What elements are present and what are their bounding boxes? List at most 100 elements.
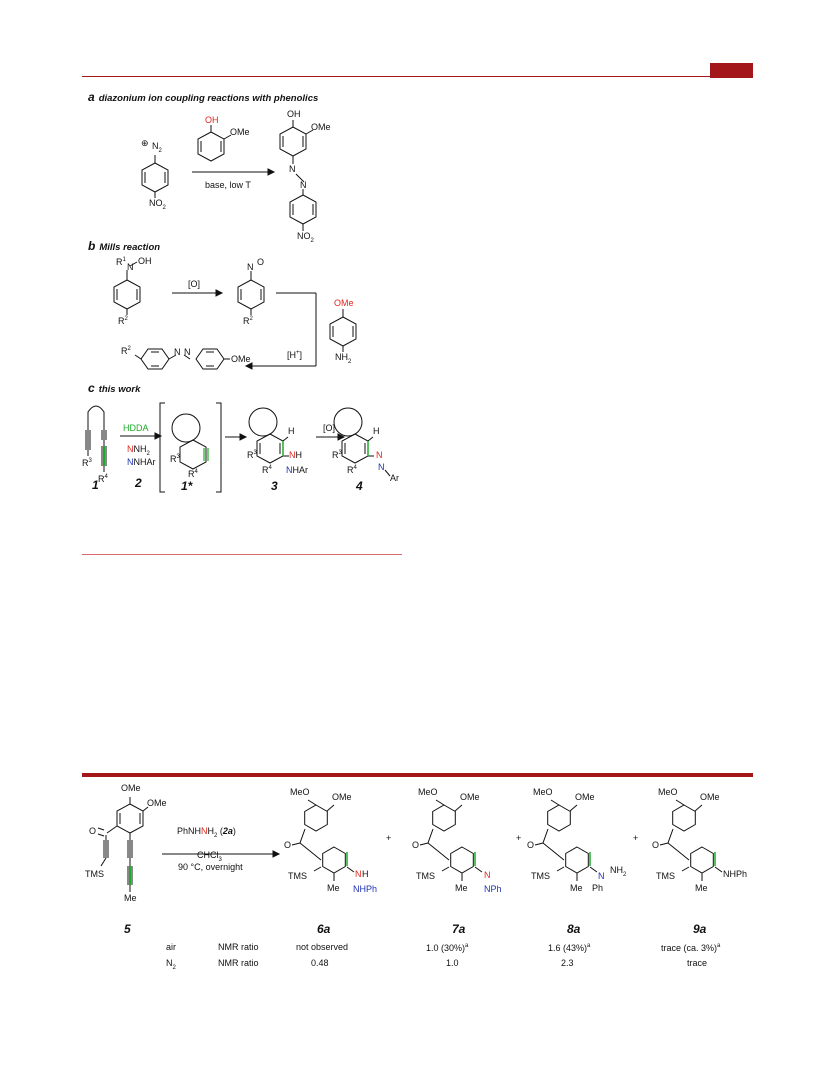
- aryne-r3: R3: [170, 454, 180, 464]
- product-6a-tms-bond: [313, 866, 322, 872]
- product-carbonyl-o: O: [527, 840, 535, 850]
- product-6a-nhph: NHPh: [353, 884, 378, 894]
- hydroxylamine-n: N: [127, 262, 134, 272]
- product-tms: TMS: [288, 871, 307, 881]
- compound-9a-label: 9a: [693, 922, 707, 936]
- hydrazine-nhar: NNHAr: [127, 457, 156, 467]
- value-7a: 1.0: [446, 958, 459, 968]
- product-ome: OMe: [700, 792, 720, 802]
- product-4-n1: N: [376, 450, 383, 460]
- header-accent-tab: [710, 63, 753, 78]
- product-9a-nhph: NHPh: [723, 869, 748, 879]
- value-8a: 1.6 (43%)a: [548, 943, 591, 953]
- product-8a-ome-bond-2: [569, 804, 578, 812]
- product-7a-nph: NPh: [484, 884, 502, 894]
- product-3-h: H: [288, 426, 295, 436]
- value-6a: 0.48: [311, 958, 329, 968]
- scheme-reagent: PhNHNH2 (2a): [177, 826, 236, 839]
- azo-product-r2: R2: [121, 346, 131, 356]
- row-metric: NMR ratio: [218, 942, 259, 952]
- product-9a-five-ring: [667, 828, 690, 861]
- compound-4-label: 4: [356, 479, 363, 493]
- product-7a-bottom-ring: [450, 846, 474, 874]
- value-9a: trace (ca. 3%)a: [661, 943, 721, 953]
- product-tms: TMS: [531, 871, 550, 881]
- compound-6a-label: 6a: [317, 922, 331, 936]
- product-6a-n-bond: [346, 866, 355, 873]
- plus-sign-1: +: [386, 833, 392, 843]
- product-6a-five-ring: [299, 828, 322, 861]
- product-meo: MeO: [418, 787, 438, 797]
- product-ome: OMe: [332, 792, 352, 802]
- oxidant-c: [O]: [323, 423, 336, 433]
- nitroso-o: O: [257, 257, 265, 267]
- product-a-ome: OMe: [311, 122, 331, 132]
- product-meo: MeO: [533, 787, 553, 797]
- panel-b-label: b Mills reaction: [88, 239, 161, 253]
- product-a-oh: OH: [287, 109, 301, 119]
- panel-a-label: a diazonium ion coupling reactions with p…: [88, 90, 319, 104]
- value-8a: 2.3: [561, 958, 574, 968]
- product-4-r3: R3: [332, 450, 342, 460]
- product-7a-tms-bond: [441, 866, 450, 872]
- product-9a-ome-bond-2: [694, 804, 703, 812]
- product-8a-carbonyl: [534, 842, 544, 846]
- hydroxylamine-r1: R1: [116, 257, 126, 267]
- product-carbonyl-o: O: [412, 840, 420, 850]
- product-meo: MeO: [290, 787, 310, 797]
- product-8a-tms-bond: [556, 866, 565, 872]
- product-9a-n-bond: [714, 866, 723, 873]
- product-meo: MeO: [658, 787, 678, 797]
- product-9a-ome-bond-1: [675, 799, 685, 806]
- compound-2-label: 2: [135, 476, 142, 490]
- product-7a-top-ring: [432, 804, 456, 832]
- aryne-r4: R4: [188, 469, 198, 479]
- header-rule: [82, 76, 753, 78]
- product-6a-bottom-ring: [322, 846, 346, 874]
- product-tms: TMS: [656, 871, 675, 881]
- product-6a-top-ring: [304, 804, 328, 832]
- product-7a-five-ring: [427, 828, 450, 861]
- compound-7a-label: 7a: [452, 922, 466, 936]
- product-4-r4: R4: [347, 465, 357, 475]
- hydrazine-nh2: NNH2: [127, 444, 150, 457]
- product-tms: TMS: [416, 871, 435, 881]
- product-me: Me: [455, 883, 468, 893]
- product-8a-ome-bond-1: [550, 799, 560, 806]
- acid-catalyst: [H+]: [287, 350, 303, 360]
- diazonium-charge: ⊕: [141, 138, 149, 148]
- nitroso-n: N: [247, 262, 254, 272]
- sm-tms: TMS: [85, 869, 104, 879]
- product-ome: OMe: [460, 792, 480, 802]
- product-7a-ome-bond-2: [454, 804, 463, 812]
- product-8a-n1: N: [598, 871, 605, 881]
- diazonium-nitro: NO2: [149, 198, 166, 211]
- sm-me: Me: [124, 893, 137, 903]
- product-8a-nh2: NH2: [610, 865, 627, 878]
- value-7a: 1.0 (30%)a: [426, 943, 469, 953]
- compound-5-label: 5: [124, 922, 131, 936]
- product-a-no2: NO2: [297, 231, 314, 244]
- azo-product-ome: OMe: [231, 354, 251, 364]
- compound-3-label: 3: [271, 479, 278, 493]
- product-8a-five-ring: [542, 828, 565, 861]
- azo-product-n2: N: [184, 347, 191, 357]
- hydroxylamine-oh: OH: [138, 256, 152, 266]
- product-3-nh: NH: [289, 450, 302, 460]
- product-4-ar: Ar: [390, 473, 399, 483]
- oxidant-b: [O]: [188, 279, 201, 289]
- product-9a-bottom-ring: [690, 846, 714, 874]
- product-8a-bottom-ring: [565, 846, 589, 874]
- product-me: Me: [695, 883, 708, 893]
- product-6a-ome-bond-2: [326, 804, 335, 812]
- product-6a-n1: N: [355, 869, 362, 879]
- product-me: Me: [327, 883, 340, 893]
- product-3-r4: R4: [262, 465, 272, 475]
- product-9a-carbonyl: [659, 842, 669, 846]
- product-4-h: H: [373, 426, 380, 436]
- hydroxylamine-r2: R2: [118, 316, 128, 326]
